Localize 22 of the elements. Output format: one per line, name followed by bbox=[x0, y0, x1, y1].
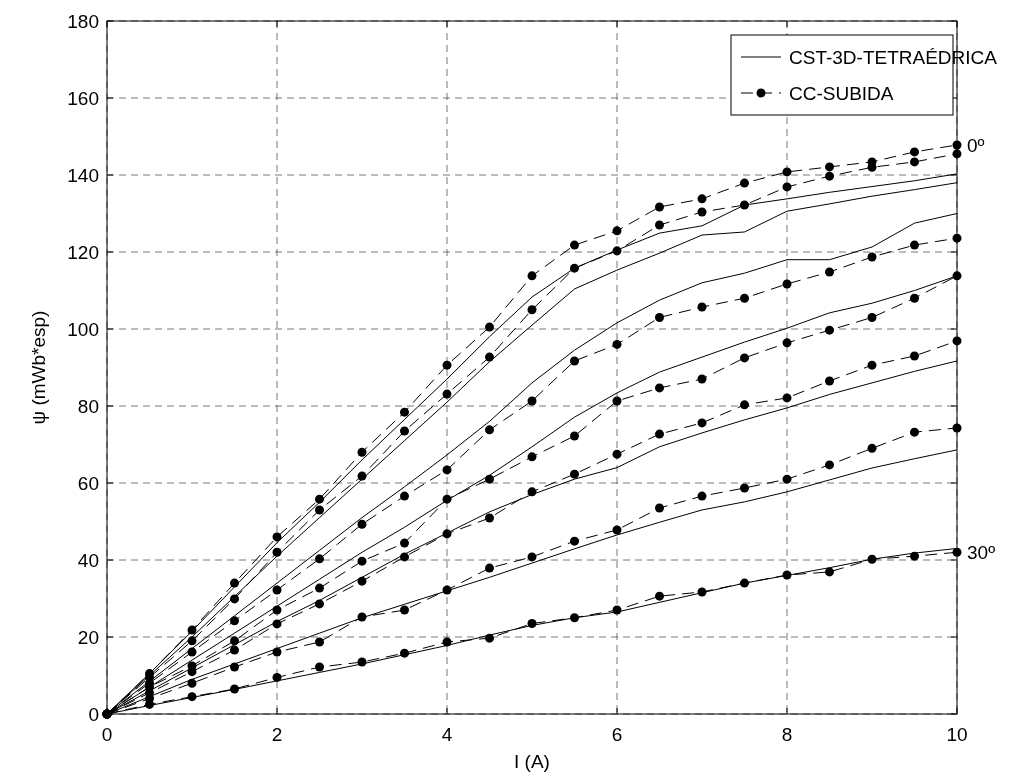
x-tick-label: 4 bbox=[441, 724, 453, 745]
y-tick-label: 60 bbox=[77, 473, 99, 494]
y-tick-label: 180 bbox=[67, 11, 99, 32]
annotation: 30º bbox=[967, 542, 996, 564]
y-tick-label: 20 bbox=[77, 627, 99, 648]
x-tick-label: 10 bbox=[946, 724, 968, 745]
x-tick-label: 2 bbox=[271, 724, 283, 745]
x-tick-label: 8 bbox=[781, 724, 793, 745]
x-tick-label: 0 bbox=[101, 724, 113, 745]
y-axis-title: ψ (mWb*esp) bbox=[28, 310, 49, 425]
x-axis-title: I (A) bbox=[514, 751, 550, 772]
y-tick-label: 40 bbox=[77, 550, 99, 571]
annotation: 0º bbox=[967, 134, 985, 156]
y-tick-label: 120 bbox=[67, 242, 99, 263]
x-tick-label: 6 bbox=[611, 724, 623, 745]
legend-label: CST-3D-TETRAÉDRICA bbox=[789, 47, 998, 68]
y-tick-label: 0 bbox=[88, 704, 99, 725]
y-tick-label: 100 bbox=[67, 319, 99, 340]
y-tick-label: 80 bbox=[77, 396, 99, 417]
y-tick-label: 140 bbox=[67, 165, 99, 186]
y-tick-label: 160 bbox=[67, 88, 99, 109]
legend-label: CC-SUBIDA bbox=[789, 83, 894, 104]
